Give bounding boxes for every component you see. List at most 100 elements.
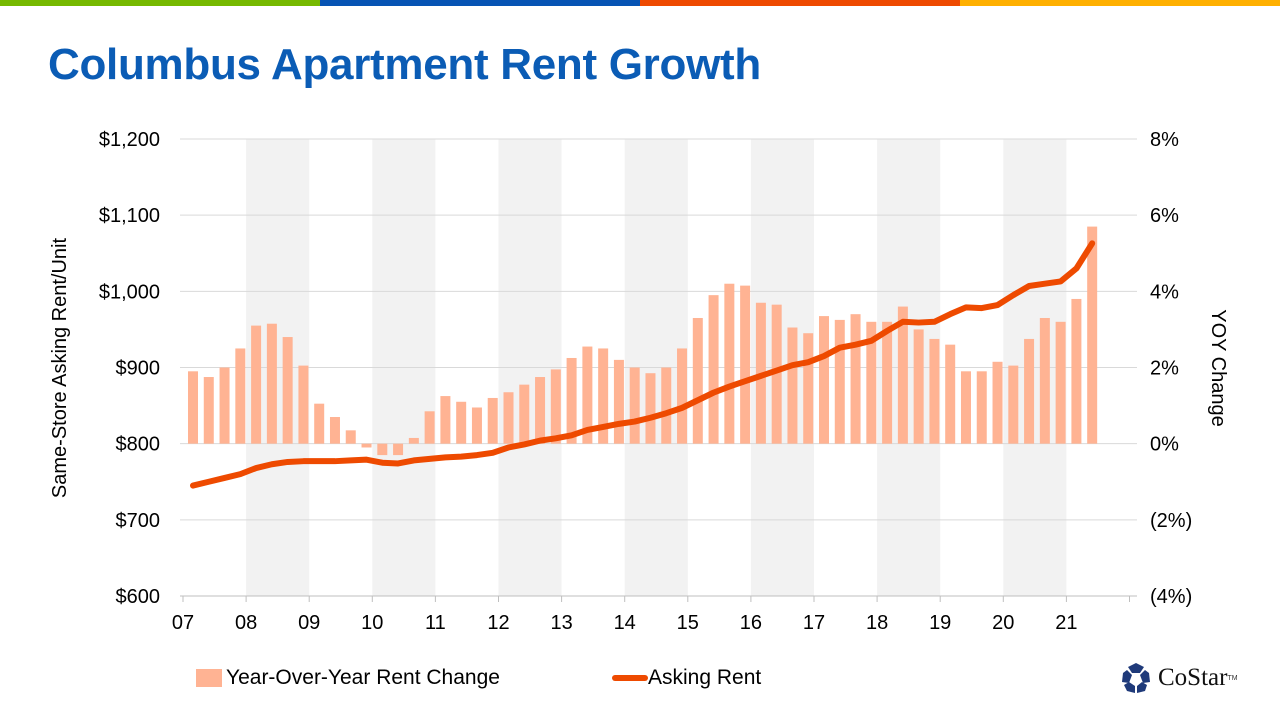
bar — [692, 317, 703, 444]
bar — [787, 327, 798, 444]
bar — [408, 437, 419, 444]
x-tick-label: 17 — [803, 612, 825, 634]
legend-label: Year-Over-Year Rent Change — [226, 666, 500, 689]
asking-rent-line — [190, 240, 1096, 489]
x-tick-label: 15 — [677, 612, 699, 634]
bar — [1024, 338, 1035, 444]
y-tick-label: $900 — [116, 358, 161, 380]
bar — [329, 417, 340, 444]
logo-tm: TM — [1227, 674, 1238, 682]
tick-labels: $600 (4%) $700 (2%) $800 0% $900 2% $1,000 4% $1,1… — [99, 129, 1192, 634]
bar — [771, 304, 782, 444]
x-tick-label: 09 — [298, 612, 320, 634]
x-tick-label: 20 — [992, 612, 1014, 634]
y2-tick-label: 4% — [1150, 281, 1179, 303]
bar — [661, 367, 672, 444]
bar — [471, 407, 482, 444]
y-axis-title: Same-Store Asking Rent/Unit — [49, 238, 71, 499]
costar-star-icon — [1122, 663, 1150, 693]
line-series — [190, 240, 1096, 489]
bar — [1087, 226, 1098, 444]
x-tick-label: 07 — [172, 612, 194, 634]
bar — [377, 443, 388, 456]
bar — [440, 396, 451, 444]
top-color-bar — [0, 0, 1280, 6]
bar — [598, 348, 609, 444]
bar — [550, 369, 561, 444]
bar — [724, 283, 735, 444]
costar-logo: CoStar TM — [1120, 662, 1238, 694]
bar — [882, 321, 893, 444]
x-tick-label: 08 — [235, 612, 257, 634]
y2-tick-label: (2%) — [1150, 510, 1192, 532]
bar — [629, 367, 640, 444]
bar — [945, 344, 956, 444]
legend-item-bars: Year-Over-Year Rent Change — [196, 666, 500, 690]
bar — [866, 321, 877, 444]
bar — [203, 377, 214, 444]
y-tick-label: $600 — [116, 586, 161, 608]
bar — [188, 371, 198, 444]
x-tick-label: 10 — [361, 612, 383, 634]
bar — [535, 377, 546, 444]
y2-tick-label: (4%) — [1150, 586, 1192, 608]
bar — [677, 348, 688, 444]
bar — [976, 371, 987, 444]
x-tick-label: 12 — [487, 612, 509, 634]
top-bar-yellow — [960, 0, 1280, 6]
legend-swatch-bar — [196, 669, 222, 687]
bar — [503, 392, 514, 444]
y-tick-label: $1,200 — [99, 129, 160, 151]
y-tick-label: $800 — [116, 434, 161, 456]
bar — [850, 314, 861, 444]
bar — [345, 430, 356, 444]
bar — [219, 367, 230, 444]
bar — [708, 295, 719, 444]
bar — [393, 443, 404, 456]
bar — [740, 285, 751, 444]
bar — [960, 371, 971, 444]
bar — [819, 316, 829, 444]
y2-axis-title: YOY Change — [1207, 309, 1229, 427]
bar — [298, 365, 309, 444]
bar — [456, 401, 467, 444]
bar — [913, 329, 924, 444]
bar — [487, 397, 498, 444]
bar — [519, 384, 530, 444]
bar — [897, 306, 908, 444]
top-bar-orange — [640, 0, 960, 6]
bar — [929, 338, 940, 444]
legend-label: Asking Rent — [648, 666, 762, 689]
bar — [1039, 317, 1050, 444]
bar — [314, 403, 325, 444]
bar — [803, 333, 814, 444]
legend-swatch-line — [612, 675, 648, 681]
y-tick-label: $1,100 — [99, 205, 160, 227]
x-tick-label: 19 — [929, 612, 951, 634]
y2-tick-label: 2% — [1150, 358, 1179, 380]
page-title: Columbus Apartment Rent Growth — [48, 40, 761, 89]
x-axis — [180, 595, 1137, 602]
legend-item-line: Asking Rent — [612, 666, 761, 690]
bar — [834, 319, 845, 444]
bar — [613, 359, 624, 444]
bar — [1055, 321, 1066, 444]
bar — [424, 411, 435, 444]
x-tick-label: 21 — [1055, 612, 1077, 634]
bar — [266, 323, 277, 444]
x-tick-label: 16 — [740, 612, 762, 634]
y-tick-label: $1,000 — [99, 281, 160, 303]
y2-tick-label: 0% — [1150, 434, 1179, 456]
x-tick-label: 18 — [866, 612, 888, 634]
bar — [251, 325, 262, 444]
x-tick-label: 14 — [614, 612, 636, 634]
y2-tick-label: 6% — [1150, 205, 1179, 227]
y2-tick-label: 8% — [1150, 129, 1179, 151]
bar — [1071, 298, 1082, 444]
x-tick-label: 13 — [550, 612, 572, 634]
bar — [566, 357, 577, 444]
top-bar-green — [0, 0, 320, 6]
bar — [645, 373, 656, 444]
bar — [582, 346, 593, 444]
y-tick-label: $700 — [116, 510, 161, 532]
